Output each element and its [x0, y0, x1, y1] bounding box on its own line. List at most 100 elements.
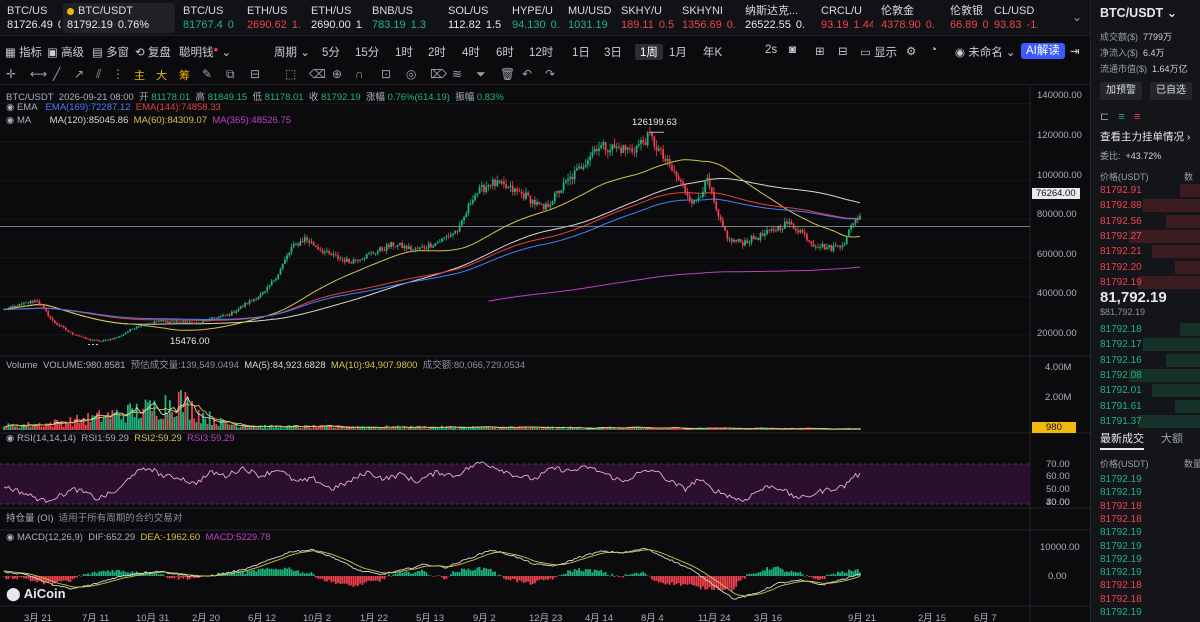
- add-alert-button[interactable]: 加预警: [1100, 82, 1142, 100]
- copy-icon[interactable]: ⧉: [226, 67, 235, 81]
- bid-row[interactable]: 81792.08: [1100, 368, 1200, 383]
- ticker-item[interactable]: 伦敦金 4378.90 0.: [881, 5, 935, 31]
- smart-money-button[interactable]: 聪明钱● ⌄: [179, 45, 232, 59]
- filter-icon[interactable]: ⏷: [476, 67, 486, 81]
- macd-bar: [272, 569, 275, 576]
- display-button[interactable]: ▭ 显示: [860, 47, 898, 59]
- macd-bar: [456, 571, 459, 576]
- frame-icon[interactable]: ⬚: [285, 67, 297, 81]
- redo-icon[interactable]: ↷: [545, 67, 556, 81]
- pair-title[interactable]: BTC/USDT ⌄: [1100, 6, 1178, 20]
- ray-icon[interactable]: ↗: [74, 67, 85, 81]
- bid-row[interactable]: 81791.37: [1100, 414, 1200, 429]
- bid-row[interactable]: 81792.16: [1100, 353, 1200, 368]
- ticker-item[interactable]: SKHYNI 1356.69 0.: [682, 5, 736, 31]
- eye-icon[interactable]: ◉: [6, 115, 15, 126]
- timeframe-tab[interactable]: 6时: [496, 47, 514, 59]
- undo-icon[interactable]: ↶: [522, 67, 533, 81]
- grid-icon[interactable]: ⊞: [815, 46, 825, 58]
- ticker-item[interactable]: BTC/USDT 81792.19 0.76%: [63, 3, 175, 33]
- ask-row[interactable]: 81792.88: [1100, 198, 1200, 213]
- settings-icon[interactable]: ⚙: [906, 46, 917, 58]
- eraser-icon[interactable]: ⌫: [309, 67, 326, 81]
- bid-row[interactable]: 81791.61: [1100, 399, 1200, 414]
- collapse-icon[interactable]: ⇥: [1070, 46, 1080, 58]
- zoom-icon[interactable]: ⊕: [332, 67, 343, 81]
- chart-canvas[interactable]: [0, 86, 1090, 622]
- chart-area[interactable]: BTC/USDT 2026-09-21 08:00 开 81178.01 高 8…: [0, 86, 1090, 622]
- candle-body: [38, 301, 41, 305]
- timeframe-tab[interactable]: 1日: [572, 47, 590, 59]
- eye-icon[interactable]: ◉: [6, 433, 15, 444]
- template-selector[interactable]: ◉ 未命名 ⌄: [955, 47, 1016, 59]
- ask-row[interactable]: 81792.21: [1100, 244, 1200, 259]
- timeframe-tab[interactable]: 5分: [322, 47, 340, 59]
- ask-row[interactable]: 81792.91: [1100, 183, 1200, 198]
- lock-icon[interactable]: ⊡: [381, 67, 392, 81]
- bid-row[interactable]: 81792.01: [1100, 383, 1200, 398]
- magnet-icon[interactable]: ∩: [355, 67, 364, 81]
- ask-row[interactable]: 81792.56: [1100, 214, 1200, 229]
- indicators-button[interactable]: ▦ 指标: [5, 47, 43, 59]
- eye-icon[interactable]: ◉: [6, 102, 15, 113]
- timeframe-tab[interactable]: 年K: [703, 47, 723, 59]
- brush-icon[interactable]: ✎: [202, 67, 213, 81]
- tab-large-trades[interactable]: 大额: [1161, 433, 1183, 445]
- history-icon[interactable]: ◔: [930, 44, 937, 56]
- ask-row[interactable]: 81792.20: [1100, 260, 1200, 275]
- ticker-item[interactable]: BTC/US 81726.49 0: [7, 5, 61, 31]
- timeframe-tab[interactable]: 12时: [529, 47, 554, 59]
- timeframe-tab[interactable]: 1周: [635, 44, 663, 60]
- timeframe-tab[interactable]: 1月: [669, 47, 687, 59]
- more-tools-icon[interactable]: ⋮: [112, 67, 124, 81]
- replay-button[interactable]: ⟲ 复盘: [135, 47, 171, 59]
- advanced-button[interactable]: ▣ 高级: [47, 47, 85, 59]
- timeframe-tab[interactable]: 2时: [428, 47, 446, 59]
- hide-icon[interactable]: ◎: [406, 67, 417, 81]
- parallel-channel-icon[interactable]: ⫽: [96, 67, 102, 81]
- trash-icon[interactable]: 🗑: [500, 67, 516, 81]
- ticker-item[interactable]: BNB/US 783.19 1.3: [372, 5, 426, 31]
- ai-analysis-button[interactable]: AI解读: [1021, 43, 1065, 59]
- ticker-item[interactable]: SKHY/U 189.11 0.5: [621, 5, 674, 31]
- horizontal-line-icon[interactable]: ⟷: [30, 67, 48, 81]
- orderbook-link[interactable]: 查看主力挂单情况 ›: [1100, 131, 1191, 143]
- timeframe-tab[interactable]: 4时: [462, 47, 480, 59]
- period-dropdown[interactable]: 周期 ⌄: [274, 47, 310, 59]
- bid-row[interactable]: 81792.18: [1100, 322, 1200, 337]
- bid-row[interactable]: 81792.17: [1100, 337, 1200, 352]
- measure-icon[interactable]: ⊟: [250, 67, 261, 81]
- ask-row[interactable]: 81792.27: [1100, 229, 1200, 244]
- camera-icon[interactable]: ◙: [789, 44, 796, 56]
- ticker-item[interactable]: 纳斯达克... 26522.55 0.: [745, 5, 806, 31]
- macd-bar: [361, 576, 364, 585]
- main-force-tool[interactable]: 主: [134, 70, 145, 82]
- timeframe-tab[interactable]: 15分: [355, 47, 380, 59]
- ask-row[interactable]: 81792.19: [1100, 275, 1200, 290]
- chip-tool[interactable]: 筹: [179, 70, 190, 82]
- crosshair-icon[interactable]: ✛: [6, 67, 17, 81]
- interval-selector[interactable]: 2s: [765, 44, 778, 56]
- ticker-item[interactable]: BTC/US 81767.4 0: [183, 5, 234, 31]
- large-order-tool[interactable]: 大: [156, 70, 167, 82]
- eye-icon[interactable]: ◉: [6, 532, 15, 543]
- multi-window-button[interactable]: ▤ 多窗: [92, 47, 130, 59]
- ticker-item[interactable]: SOL/US 112.82 1.5: [448, 5, 502, 31]
- more-tickers-icon[interactable]: ⌄: [1072, 10, 1083, 24]
- ticker-item[interactable]: CRCL/U 93.19 1.44: [821, 5, 873, 31]
- layout-icon[interactable]: ⊟: [838, 46, 848, 58]
- timeframe-tab[interactable]: 1时: [395, 47, 413, 59]
- layers-icon[interactable]: ≋: [452, 67, 463, 81]
- tab-latest-trades[interactable]: 最新成交: [1100, 430, 1144, 450]
- watchlist-button[interactable]: 已自选: [1150, 82, 1192, 100]
- orderbook-view-icons[interactable]: ⊏ ≡ ≡: [1100, 111, 1141, 123]
- ticker-item[interactable]: ETH/US 2690.62 1.: [247, 5, 301, 31]
- delete-icon[interactable]: ⌦: [430, 67, 447, 81]
- trendline-icon[interactable]: ╱: [53, 67, 61, 81]
- timeframe-tab[interactable]: 3日: [604, 47, 622, 59]
